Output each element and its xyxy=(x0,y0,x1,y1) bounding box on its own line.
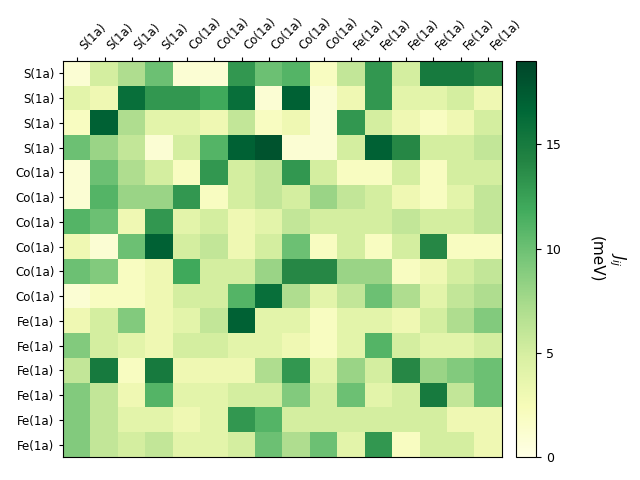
Y-axis label: $J_{ij}$
(meV): $J_{ij}$ (meV) xyxy=(589,236,627,282)
